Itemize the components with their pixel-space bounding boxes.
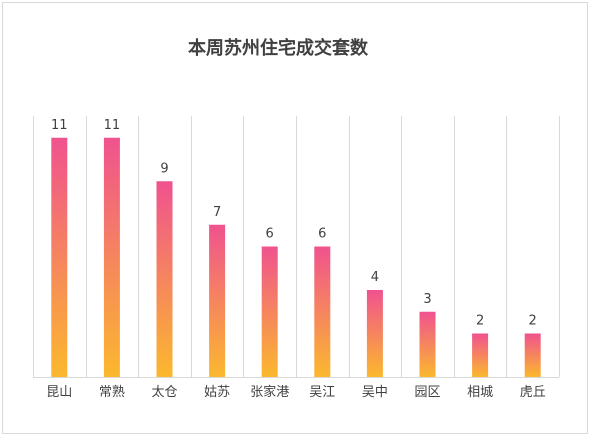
bar-张家港 bbox=[261, 246, 278, 377]
x-tick-label: 昆山 bbox=[46, 385, 72, 400]
bar-虎丘 bbox=[524, 333, 541, 377]
x-tick-label: 吴中 bbox=[362, 385, 388, 400]
x-tick-label: 常熟 bbox=[99, 384, 125, 400]
data-label: 6 bbox=[318, 227, 326, 242]
data-label: 6 bbox=[266, 227, 274, 242]
data-label: 3 bbox=[423, 292, 431, 307]
bar-常熟 bbox=[103, 137, 120, 377]
data-label: 4 bbox=[371, 270, 379, 285]
x-tick-label: 园区 bbox=[414, 385, 440, 400]
bar-太仓 bbox=[156, 181, 173, 377]
bar-昆山 bbox=[51, 137, 68, 377]
x-tick-label: 太仓 bbox=[151, 385, 177, 400]
bar-姑苏 bbox=[209, 224, 226, 377]
x-tick-label: 姑苏 bbox=[204, 384, 230, 400]
x-tick-label: 张家港 bbox=[250, 384, 289, 400]
data-label: 11 bbox=[51, 118, 68, 133]
chart-title: 本周苏州住宅成交套数 bbox=[188, 38, 368, 59]
bar-园区 bbox=[419, 311, 436, 377]
x-tick-label: 相城 bbox=[467, 385, 493, 400]
bar-吴江 bbox=[314, 246, 331, 377]
data-label: 2 bbox=[476, 314, 484, 329]
data-label: 11 bbox=[104, 118, 121, 133]
x-tick-label: 虎丘 bbox=[520, 385, 546, 400]
bar-吴中 bbox=[366, 290, 383, 377]
data-label: 9 bbox=[160, 161, 168, 176]
chart-frame bbox=[2, 2, 588, 434]
data-label: 7 bbox=[213, 205, 221, 220]
bar-相城 bbox=[472, 333, 489, 377]
data-label: 2 bbox=[529, 314, 537, 329]
x-tick-label: 吴江 bbox=[309, 385, 335, 400]
